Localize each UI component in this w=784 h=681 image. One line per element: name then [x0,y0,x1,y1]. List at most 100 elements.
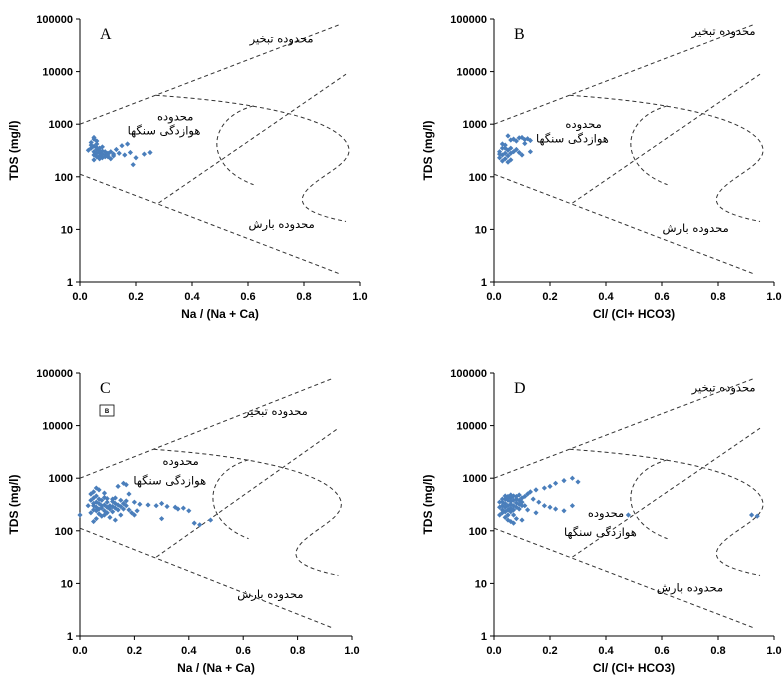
data-point [508,150,514,156]
data-point [123,498,129,504]
data-point [533,487,539,493]
data-point [126,491,132,497]
precipitation-zone-label: محدوده بارش [237,587,303,602]
data-point [499,499,505,505]
data-point [97,148,103,154]
data-point [499,496,505,502]
data-point [508,505,514,511]
data-point [522,503,528,509]
boxed-marker-label: B [105,409,110,415]
y-tick-label: 1000 [49,473,73,485]
data-point [519,517,525,523]
data-point [104,495,110,502]
gibbs-panel-a: 1 10 100 1000 10000 100000 0.0 0.2 0.4 0.6 0.8 1.0 N… [7,14,368,321]
data-point [112,500,118,507]
data-point [99,144,105,150]
data-point [112,505,118,511]
upper-envelope-line [493,23,755,125]
data-point [530,496,536,502]
data-point [499,152,505,158]
data-point [502,493,508,499]
data-point [126,507,132,513]
diagonal-boundary-line [155,427,339,558]
data-point [91,489,97,495]
y-tick-label: 10000 [456,421,487,433]
x-tick-label: 0.2 [542,291,557,303]
data-point [159,516,165,522]
data-point [561,508,567,514]
data-point [91,134,97,141]
evaporation-zone-label: محدوده تبخیر [691,380,756,395]
data-point [525,507,531,513]
data-point [118,512,124,518]
data-point [94,138,100,144]
data-point [96,487,102,493]
y-tick-label: 10000 [42,67,73,79]
data-point [93,516,99,522]
data-point [186,508,192,514]
data-point [91,500,97,507]
data-point [527,137,533,144]
x-tick-label: 0.0 [486,645,501,657]
y-axis-title: TDS (mg/l) [421,121,435,181]
data-point [101,490,108,496]
y-tick-label: 1 [481,277,487,289]
data-point [519,499,525,505]
data-point [499,141,505,147]
y-tick-label: 10 [475,578,487,590]
x-tick-label: 0.4 [181,645,197,657]
x-axis-title: Cl/ (Cl+ HCO3) [593,661,675,675]
y-tick-label: 10000 [456,67,487,79]
data-point [108,149,114,155]
data-point [112,495,118,501]
data-point [527,149,533,155]
data-point [147,149,153,156]
data-point [123,482,129,488]
data-point [118,497,124,503]
x-tick-label: 0.2 [542,645,557,657]
data-point [145,502,151,508]
data-point [508,145,514,151]
lower-envelope-line [79,527,334,629]
y-tick-label: 1 [481,631,487,643]
y-tick-label: 10 [61,578,73,590]
inner-ellipse-curve [216,105,254,186]
data-point [108,156,114,162]
data-point [513,146,519,153]
data-point [104,499,110,505]
data-point [502,142,508,148]
data-point [533,510,539,516]
data-point [122,152,128,158]
data-point [120,506,127,512]
evaporation-zone-label: محدوده تبخیر [249,32,314,47]
data-point [105,152,111,158]
precipitation-zone-label: محدوده بارش [662,221,728,236]
data-point [115,507,121,513]
data-point [102,149,108,155]
data-point [85,147,91,153]
data-point [97,156,103,162]
data-point [101,502,108,508]
data-point [511,512,517,518]
data-point [508,498,514,505]
data-point [502,145,508,151]
data-point [513,516,519,522]
weathering-zone-label-line1: محدوده [588,506,624,521]
data-point [110,509,116,515]
data-point [134,508,140,514]
gibbs-panel-c: 1 10 100 1000 10000 100000 0.0 0.2 0.4 0.6 0.8 1.0 N… [7,368,360,675]
mixing-zone-curve [153,448,342,576]
x-tick-label: 0.6 [236,645,251,657]
data-point [99,505,105,511]
y-tick-label: 100 [55,526,73,538]
data-point [116,150,122,156]
data-point [91,518,97,525]
x-tick-label: 0.2 [128,291,143,303]
data-point [541,485,547,491]
data-point [93,493,99,499]
data-point [516,492,522,498]
data-point [561,478,567,484]
data-point [516,149,522,156]
x-tick-label: 0.0 [486,291,501,303]
upper-envelope-line [493,377,755,479]
